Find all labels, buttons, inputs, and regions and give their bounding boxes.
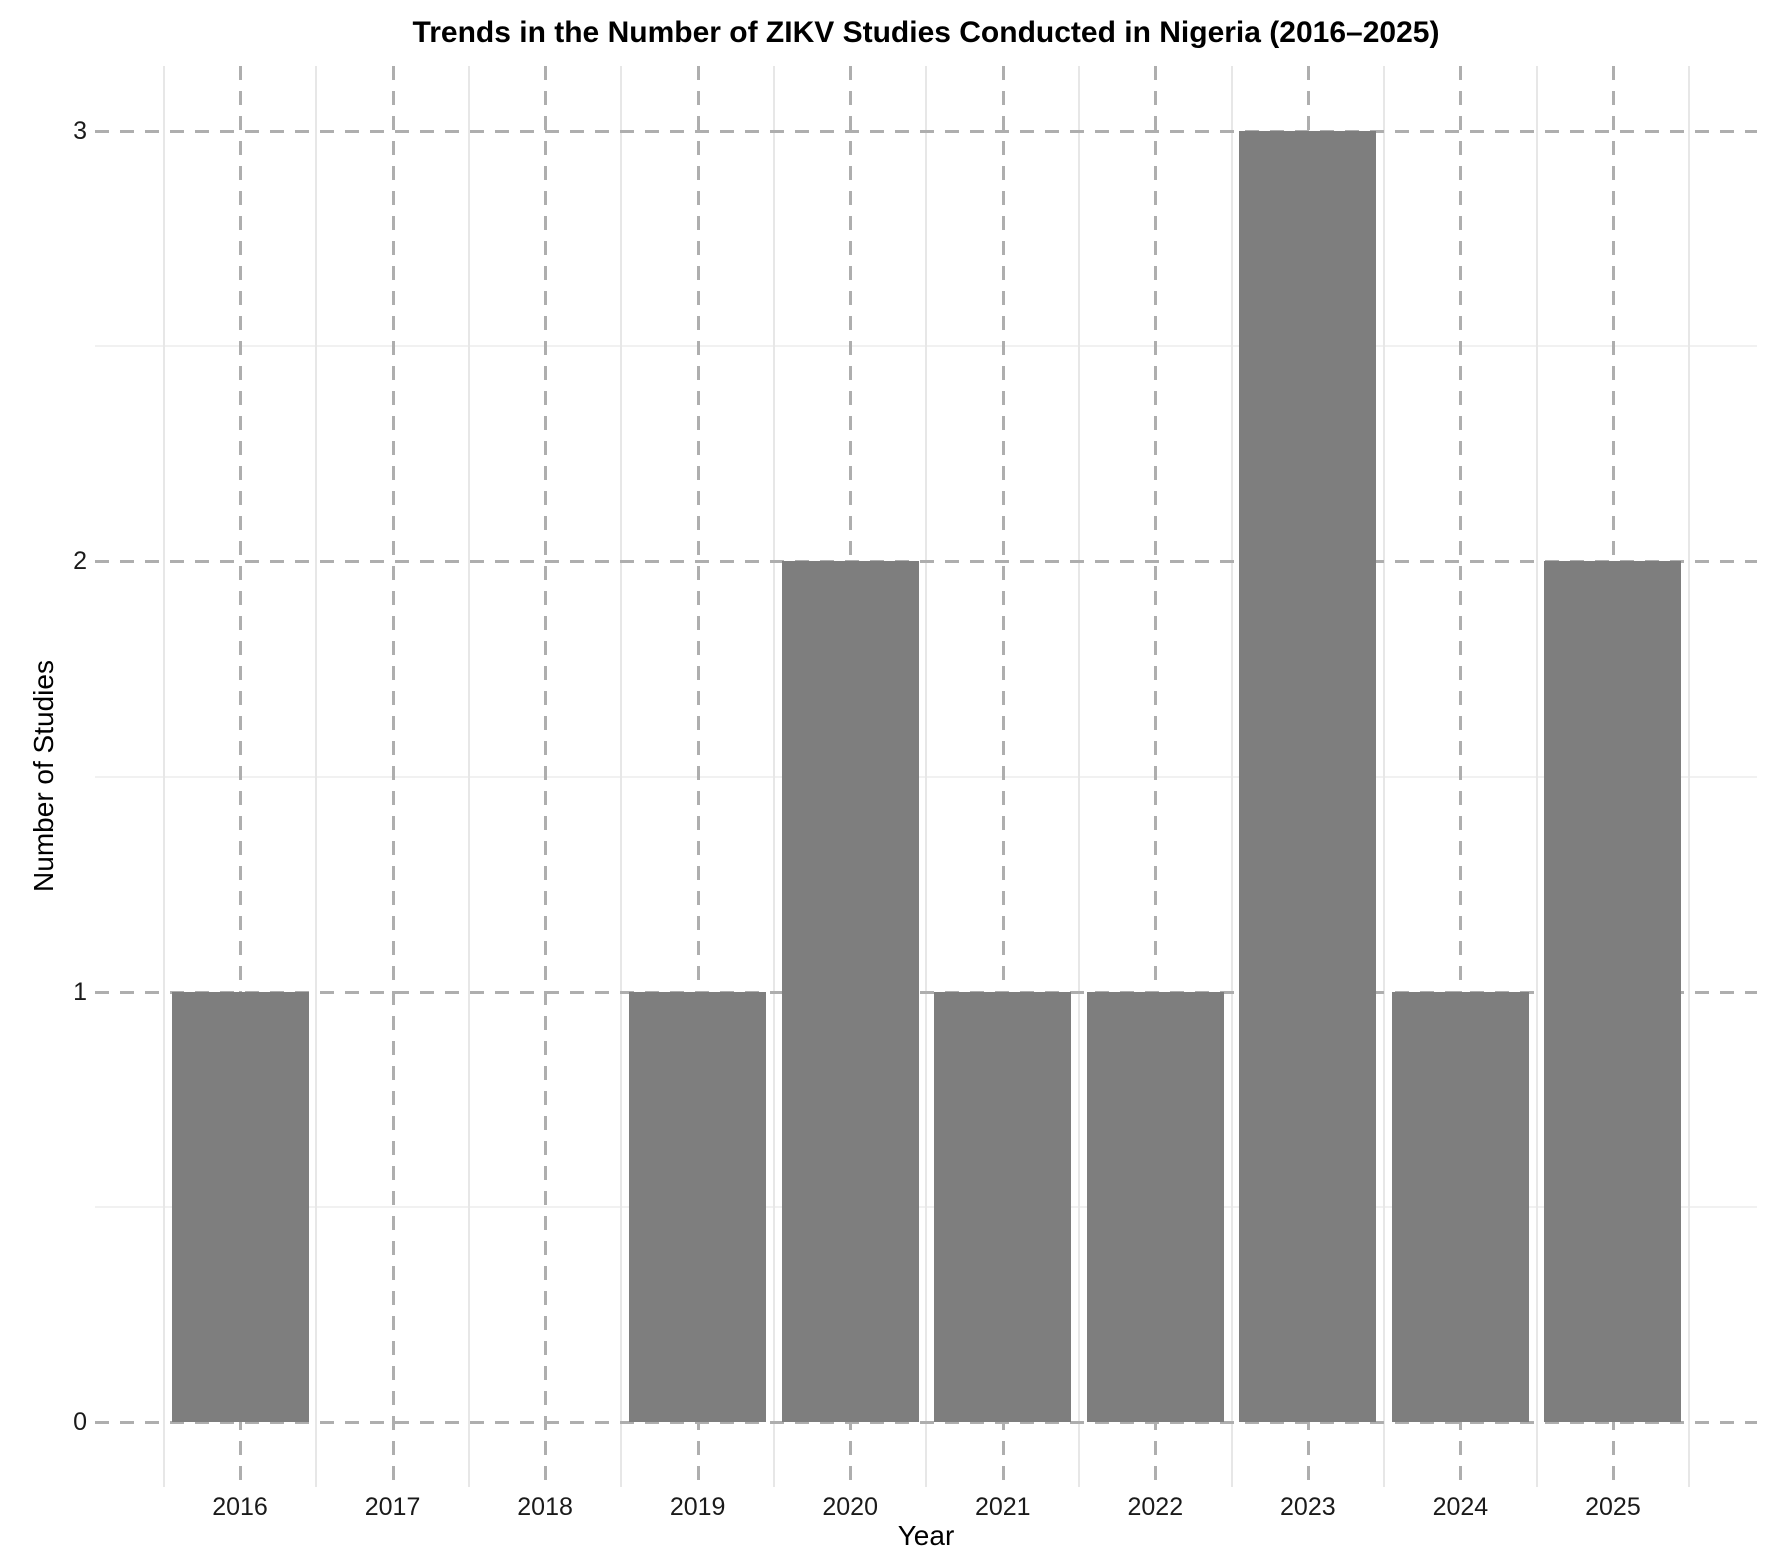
gridline-minor-vertical xyxy=(1078,66,1081,1487)
gridline-minor-vertical xyxy=(772,66,775,1487)
gridline-minor-vertical xyxy=(315,66,318,1487)
bar-2019 xyxy=(629,991,767,1422)
gridline-major-vertical xyxy=(1459,66,1463,1487)
bar-2023 xyxy=(1239,131,1377,1422)
gridline-major-vertical xyxy=(239,66,242,1487)
x-tick-label: 2016 xyxy=(212,1493,268,1521)
gridline-major-vertical xyxy=(1001,66,1005,1487)
gridline-major-vertical xyxy=(391,66,395,1487)
bar-2016 xyxy=(171,991,309,1422)
y-tick-label: 0 xyxy=(73,1408,87,1436)
x-tick-label: 2020 xyxy=(822,1493,878,1521)
x-tick-label: 2017 xyxy=(364,1493,421,1521)
x-axis-title: Year xyxy=(897,1520,955,1551)
x-tick-label: 2018 xyxy=(517,1493,573,1521)
plot-panel xyxy=(95,66,1757,1487)
gridline-major-horizontal xyxy=(95,560,1757,564)
y-tick-label: 2 xyxy=(73,547,87,576)
x-tick-label: 2024 xyxy=(1432,1493,1489,1521)
y-tick-label: 1 xyxy=(73,977,87,1006)
gridline-minor-vertical xyxy=(1383,66,1386,1487)
chart-title: Trends in the Number of ZIKV Studies Con… xyxy=(412,16,1440,49)
gridline-minor-vertical xyxy=(925,66,928,1487)
gridline-minor-vertical xyxy=(1688,66,1691,1487)
x-tick-label: 2021 xyxy=(974,1493,1031,1521)
gridline-major-horizontal xyxy=(95,990,1757,994)
bar-2020 xyxy=(781,561,919,1422)
gridline-minor-vertical xyxy=(1535,66,1538,1487)
x-tick-label: 2023 xyxy=(1280,1493,1336,1521)
x-tick-label: 2025 xyxy=(1585,1493,1641,1521)
bar-2022 xyxy=(1086,991,1224,1422)
gridline-major-horizontal xyxy=(95,1421,1757,1424)
bar-2025 xyxy=(1544,561,1682,1422)
gridline-minor-vertical xyxy=(467,66,470,1487)
y-axis-title: Number of Studies xyxy=(28,660,59,892)
gridline-major-vertical xyxy=(696,66,700,1487)
bar-2021 xyxy=(934,991,1072,1422)
x-tick-label: 2022 xyxy=(1127,1493,1184,1521)
gridline-major-vertical xyxy=(544,66,548,1487)
x-tick-label: 2019 xyxy=(669,1493,726,1521)
gridline-major-vertical xyxy=(1154,66,1158,1487)
gridline-major-horizontal xyxy=(95,130,1757,133)
gridline-minor-vertical xyxy=(620,66,623,1487)
gridline-minor-vertical xyxy=(1230,66,1233,1487)
gridline-minor-vertical xyxy=(162,66,165,1487)
y-tick-label: 3 xyxy=(73,117,87,145)
bar-2024 xyxy=(1391,991,1529,1422)
